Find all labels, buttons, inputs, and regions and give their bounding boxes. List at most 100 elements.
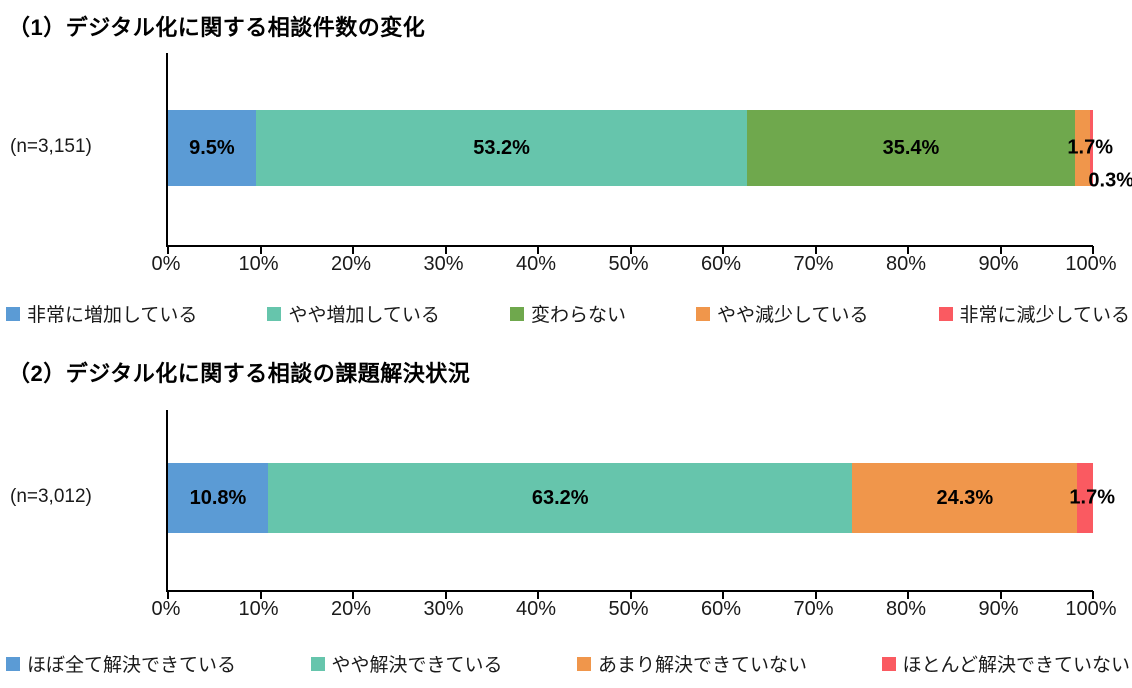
legend-swatch-icon <box>696 306 711 321</box>
axis-tick <box>167 246 169 254</box>
axis-tick-label: 80% <box>885 598 927 620</box>
chart-2-stacked-bar: 10.8% 63.2% 24.3% <box>168 463 1093 533</box>
segment-value-label: 35.4% <box>882 136 940 159</box>
legend-swatch-icon <box>938 306 953 321</box>
chart-2-segment-value-label-outside: 1.7% <box>1069 486 1115 509</box>
legend-item: 非常に増加している <box>6 300 197 327</box>
axis-tick-label: 0% <box>151 253 181 275</box>
legend-swatch-icon <box>881 656 896 671</box>
axis-tick-label: 70% <box>793 253 834 275</box>
legend-item: ほとんど解決できていない <box>881 650 1130 677</box>
axis-tick <box>722 246 724 254</box>
legend-label: ほぼ全て解決できている <box>27 655 237 676</box>
bar-segment: 63.2% <box>267 463 853 533</box>
chart-2-x-axis-tick-labels: 0% 10% 20% 30% 40% 50% 60% 70% 80% 90% 100% <box>152 598 1117 622</box>
legend-item: ほぼ全て解決できている <box>6 650 236 677</box>
bar-segment <box>1074 110 1091 186</box>
axis-tick-label: 20% <box>330 253 372 275</box>
bar-segment: 9.5% <box>168 110 256 186</box>
axis-tick-label: 90% <box>978 253 1019 275</box>
axis-tick-label: 80% <box>885 253 927 275</box>
legend-item: やや減少している <box>696 300 868 327</box>
segment-value-label: 53.2% <box>473 136 530 159</box>
legend-swatch-icon <box>267 306 282 321</box>
axis-tick <box>1092 246 1094 254</box>
axis-tick-label: 10% <box>238 598 279 620</box>
legend-swatch-icon <box>509 306 524 321</box>
axis-tick-label: 90% <box>978 598 1019 620</box>
legend-swatch-icon <box>6 306 20 321</box>
legend-label: あまり解決できていない <box>598 655 808 676</box>
axis-tick <box>167 591 169 599</box>
bar-segment: 53.2% <box>255 110 748 186</box>
bar-segment <box>1077 463 1093 533</box>
axis-tick <box>722 591 724 599</box>
axis-tick <box>629 246 632 254</box>
axis-tick-label: 100% <box>1065 598 1117 620</box>
legend-item: やや解決できている <box>310 650 503 677</box>
bar-segment: 35.4% <box>747 110 1075 186</box>
chart-1-plot-area: 9.5% 53.2% 35.4% 1.7% 0.3% <box>166 53 1132 254</box>
axis-tick <box>629 591 632 599</box>
axis-tick-label: 50% <box>608 253 649 275</box>
chart-1-title: （1）デジタル化に関する相談件数の変化 <box>8 15 426 40</box>
legend-label: 非常に増加している <box>27 305 198 326</box>
axis-tick <box>907 246 909 254</box>
bar-segment: 10.8% <box>168 463 268 533</box>
chart-1-sample-size-label: (n=3,151) <box>10 136 92 157</box>
segment-value-label: 63.2% <box>531 486 589 509</box>
legend-item: 変わらない <box>509 300 626 327</box>
axis-tick <box>352 591 354 599</box>
chart-2-title: （2）デジタル化に関する相談の課題解決状況 <box>8 361 471 386</box>
chart-1-x-axis-tick-labels: 0% 10% 20% 30% 40% 50% 60% 70% 80% 90% 100% <box>152 253 1117 277</box>
bar-segment: 24.3% <box>852 463 1078 533</box>
chart-1-segment-value-label-outside: 0.3% <box>1088 169 1132 192</box>
chart-1-stacked-bar: 9.5% 53.2% 35.4% <box>168 110 1094 186</box>
legend-label: ほとんど解決できていない <box>902 655 1130 676</box>
legend-label: やや解決できている <box>331 655 503 676</box>
axis-tick <box>537 591 539 599</box>
legend-label: やや増加している <box>288 305 440 326</box>
legend-label: やや減少している <box>717 305 869 326</box>
segment-value-label: 24.3% <box>936 486 994 509</box>
chart-1-segment-value-label-outside: 1.7% <box>1067 136 1113 159</box>
axis-tick <box>444 591 447 599</box>
segment-value-label: 9.5% <box>189 136 235 159</box>
axis-tick <box>907 591 909 599</box>
legend-item: 非常に減少している <box>938 300 1130 327</box>
axis-tick-label: 10% <box>238 253 279 275</box>
axis-tick-label: 40% <box>515 253 557 275</box>
axis-tick-label: 40% <box>515 598 557 620</box>
axis-tick <box>814 591 817 599</box>
axis-tick <box>999 591 1002 599</box>
segment-value-label: 10.8% <box>189 486 247 509</box>
axis-tick <box>259 246 262 254</box>
legend-item: あまり解決できていない <box>577 650 807 677</box>
legend-swatch-icon <box>6 656 20 671</box>
axis-tick-label: 50% <box>608 598 649 620</box>
axis-tick-label: 100% <box>1065 253 1117 275</box>
axis-tick-label: 20% <box>330 598 372 620</box>
chart-2-legend: ほぼ全て解決できている やや解決できている あまり解決できていない ほとんど解決できて… <box>6 650 1130 677</box>
axis-tick <box>814 246 817 254</box>
axis-tick <box>444 246 447 254</box>
axis-tick-label: 0% <box>151 598 181 620</box>
axis-tick <box>999 246 1002 254</box>
axis-tick <box>537 246 539 254</box>
axis-tick-label: 70% <box>793 598 834 620</box>
bar-segment <box>1090 110 1094 186</box>
chart-2-plot-area: 10.8% 63.2% 24.3% 1.7% <box>166 410 1115 599</box>
axis-tick-label: 30% <box>423 253 464 275</box>
chart-2-sample-size-label: (n=3,012) <box>10 486 92 507</box>
chart-1-legend: 非常に増加している やや増加している 変わらない やや減少している 非常に減少している <box>6 300 1130 327</box>
legend-swatch-icon <box>310 656 325 671</box>
axis-tick <box>352 246 354 254</box>
legend-swatch-icon <box>577 656 592 671</box>
axis-tick <box>259 591 262 599</box>
legend-item: やや増加している <box>267 300 440 327</box>
axis-tick-label: 60% <box>700 253 742 275</box>
axis-tick-label: 60% <box>700 598 742 620</box>
legend-label: 変わらない <box>530 305 626 326</box>
legend-label: 非常に減少している <box>959 305 1130 326</box>
